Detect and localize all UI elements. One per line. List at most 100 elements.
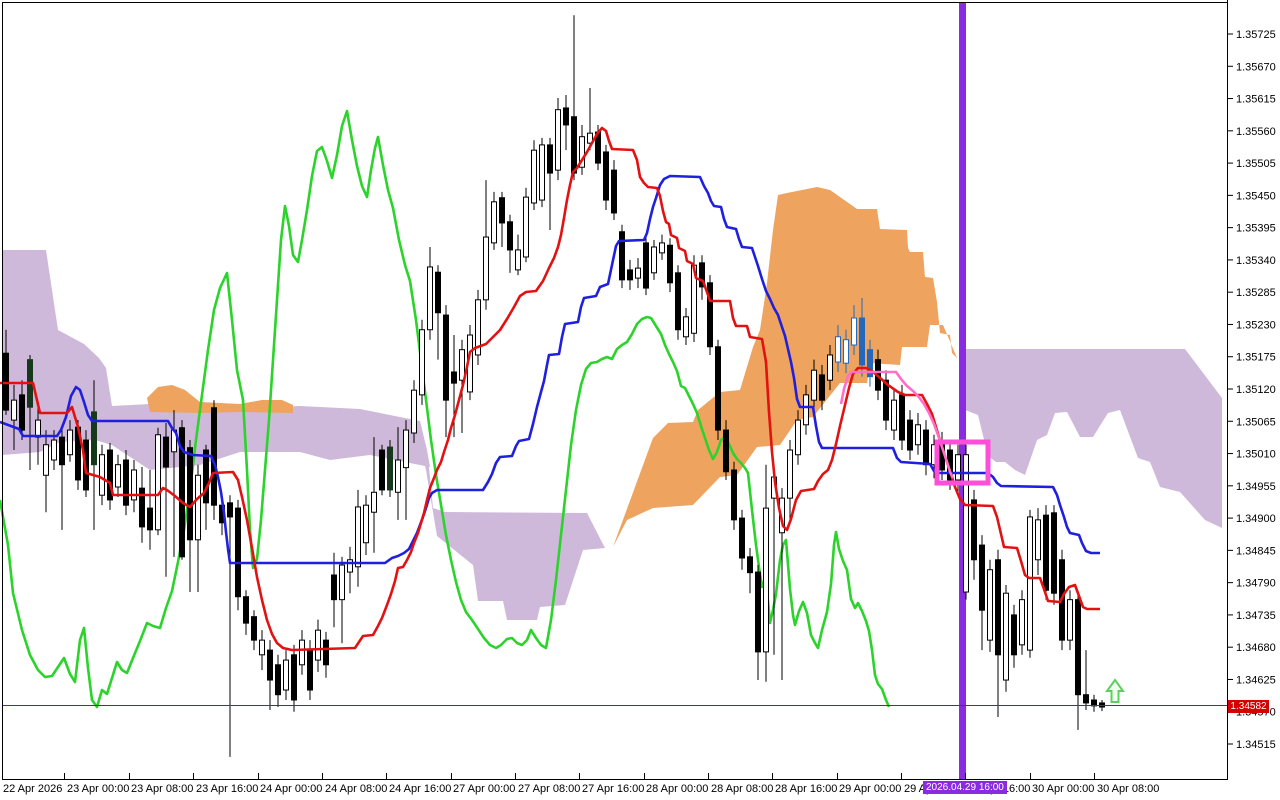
candle-up: [43, 444, 49, 476]
x-axis-label: 22 Apr 2026: [3, 783, 62, 795]
candle-down: [883, 379, 889, 421]
kijun-sen-line: [0, 174, 1100, 565]
candle-up: [579, 136, 585, 168]
candle-up: [155, 434, 161, 531]
y-axis-label: 1.35725: [1236, 29, 1276, 41]
candle-down: [755, 571, 761, 653]
candle-up: [987, 569, 993, 641]
y-axis-label: 1.35120: [1236, 384, 1276, 396]
candle-down: [907, 419, 913, 451]
x-axis-label: 23 Apr 16:00: [196, 783, 258, 795]
candle-up: [683, 316, 689, 338]
candle-up: [539, 144, 545, 201]
candle-down: [243, 596, 249, 624]
candle-up: [427, 266, 433, 331]
candle-up: [1019, 599, 1025, 646]
candle-down: [971, 499, 977, 561]
candle-down: [1099, 702, 1105, 708]
candle-down: [643, 242, 649, 289]
candle-down: [563, 107, 569, 126]
candle-down: [723, 429, 729, 473]
candle-down: [843, 339, 849, 364]
candle-down: [619, 231, 625, 281]
candle-up: [99, 454, 105, 496]
candle-up: [315, 629, 321, 661]
candle-down: [291, 654, 297, 701]
candle-up: [827, 354, 833, 381]
y-axis-label: 1.35670: [1236, 61, 1276, 73]
candle-down: [739, 517, 745, 559]
candle-down: [267, 649, 273, 681]
candle-up: [355, 506, 361, 568]
highlight-rectangle[interactable]: [934, 439, 991, 486]
candle-down: [1083, 694, 1089, 704]
candle-up: [419, 329, 425, 396]
up-arrow-icon[interactable]: [1105, 678, 1125, 703]
x-axis-label: 24 Apr 08:00: [325, 783, 387, 795]
y-axis-label: 1.35010: [1236, 449, 1276, 461]
candle-down: [747, 556, 753, 574]
candle-down: [867, 349, 873, 378]
candle-down: [979, 544, 985, 611]
candle-up: [811, 369, 817, 401]
candle-down: [331, 574, 337, 601]
candle-down: [627, 269, 633, 281]
candle-up: [891, 399, 897, 431]
candle-up: [651, 246, 657, 274]
candle-down: [715, 346, 721, 431]
x-axis-label: 29 Apr 00:00: [839, 783, 901, 795]
candle-down: [611, 169, 617, 214]
candle-up: [51, 439, 57, 461]
ichimoku-cloud-purple-right: [961, 349, 1222, 528]
candle-down: [379, 449, 385, 491]
y-axis-label: 1.34790: [1236, 578, 1276, 590]
candle-down: [203, 449, 209, 504]
candle-down: [1075, 599, 1081, 696]
candle-down: [235, 507, 241, 598]
y-axis-label: 1.34680: [1236, 642, 1276, 654]
x-axis-label: 28 Apr 00:00: [646, 783, 708, 795]
candle-up: [403, 429, 409, 469]
candle-down: [227, 502, 233, 518]
candle-up: [555, 109, 561, 171]
candle-up: [659, 242, 665, 254]
y-axis-label: 1.35065: [1236, 416, 1276, 428]
candle-up: [635, 267, 641, 279]
x-axis-label: 30 Apr 08:00: [1097, 783, 1159, 795]
candle-down: [163, 436, 169, 468]
vline-date-label: 2026.04.29 16:00: [923, 781, 1007, 794]
y-axis-label: 1.35395: [1236, 223, 1276, 235]
candle-up: [795, 419, 801, 456]
candle-up: [395, 459, 401, 493]
candle-up: [483, 236, 489, 301]
candle-down: [59, 436, 65, 466]
candle-up: [851, 317, 857, 346]
y-axis-label: 1.34900: [1236, 513, 1276, 525]
vertical-time-line[interactable]: [959, 3, 966, 779]
candle-down: [819, 374, 825, 401]
candle-down: [1011, 614, 1017, 656]
ichimoku-cloud-purple-mid: [420, 424, 605, 620]
y-axis-label: 1.35505: [1236, 158, 1276, 170]
y-axis-label: 1.35560: [1236, 126, 1276, 138]
candle-up: [955, 454, 961, 481]
candle-up: [803, 394, 809, 426]
y-axis-label: 1.35450: [1236, 190, 1276, 202]
candle-up: [1067, 599, 1073, 641]
ichimoku-cloud-orange-big: [613, 187, 957, 547]
ichimoku-cloud-purple-left: [2, 250, 430, 470]
y-axis-label: 1.35340: [1236, 255, 1276, 267]
x-axis-label: 24 Apr 16:00: [389, 783, 451, 795]
candle-up: [459, 349, 465, 381]
candle-down: [307, 649, 313, 691]
candle-up: [1027, 516, 1033, 651]
candle-down: [275, 664, 281, 696]
x-axis-label: 23 Apr 08:00: [131, 783, 193, 795]
candle-up: [299, 639, 305, 666]
candle-down: [923, 429, 929, 466]
pink-overlay-line: [839, 370, 955, 479]
y-axis-label: 1.34955: [1236, 481, 1276, 493]
candle-down: [387, 446, 393, 491]
